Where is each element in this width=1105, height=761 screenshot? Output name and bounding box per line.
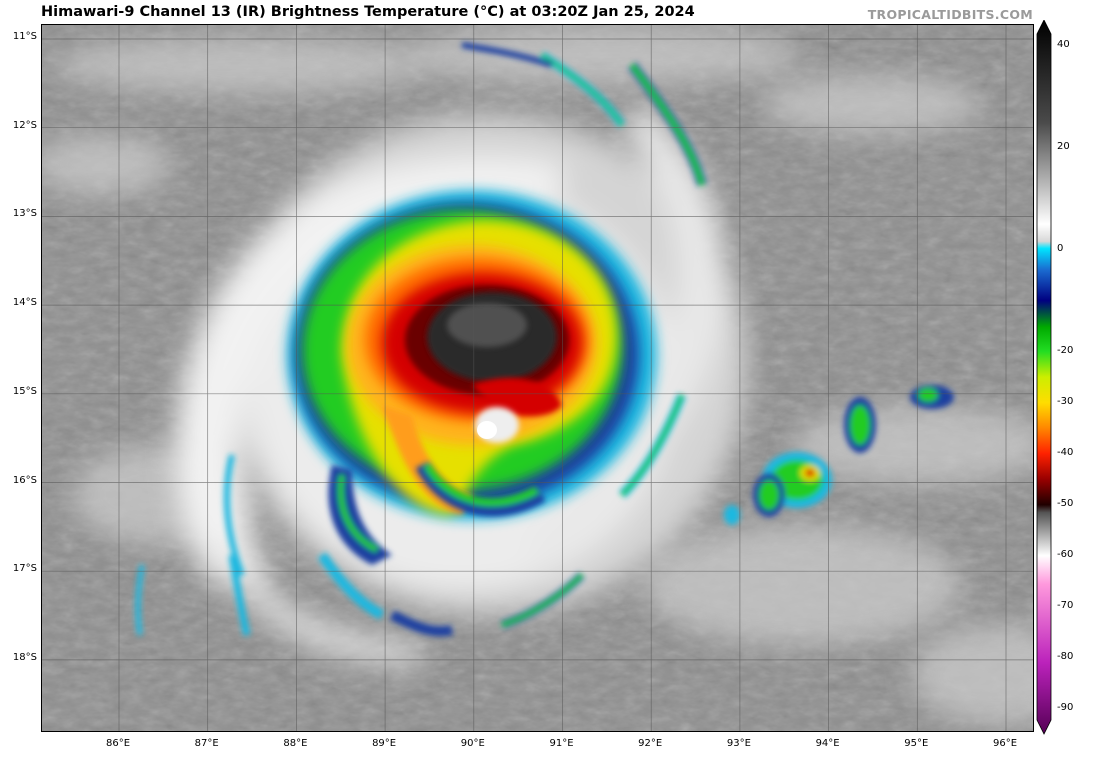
latitude-label: 17°S — [12, 563, 37, 575]
longitude-label: 88°E — [283, 738, 308, 749]
colorbar-tick-label: 20 — [1057, 140, 1070, 152]
longitude-label: 90°E — [460, 738, 485, 749]
colorbar-tick-label: -30 — [1057, 395, 1074, 407]
latitude-label: 12°S — [12, 119, 37, 131]
map-title: Himawari-9 Channel 13 (IR) Brightness Te… — [41, 4, 695, 20]
longitude-label: 93°E — [726, 738, 751, 749]
longitude-label: 89°E — [372, 738, 397, 749]
colorbar-tick-label: -90 — [1057, 701, 1074, 713]
longitude-label: 94°E — [815, 738, 840, 749]
longitude-label: 86°E — [105, 738, 131, 749]
latitude-label: 16°S — [12, 474, 37, 486]
lat-lon-grid — [42, 25, 1033, 731]
satellite-map[interactable] — [41, 24, 1034, 732]
colorbar-tick-label: 40 — [1057, 38, 1070, 50]
colorbar — [1036, 20, 1052, 735]
longitude-label: 96°E — [992, 738, 1018, 749]
longitude-label: 95°E — [904, 738, 929, 749]
latitude-label: 13°S — [12, 208, 37, 220]
colorbar-tick-label: 0 — [1057, 242, 1064, 254]
credit-watermark: TROPICALTIDBITS.COM — [867, 7, 1033, 22]
colorbar-tick-label: -40 — [1057, 446, 1074, 458]
colorbar-tick-label: -80 — [1057, 650, 1074, 662]
longitude-label: 91°E — [549, 738, 574, 749]
colorbar-tick-label: -70 — [1057, 599, 1074, 611]
latitude-label: 14°S — [12, 297, 37, 309]
convective-core — [287, 190, 657, 520]
latitude-label: 18°S — [12, 651, 37, 663]
colorbar-tick-label: -60 — [1057, 548, 1074, 560]
latitude-label: 11°S — [12, 31, 37, 42]
latitude-label: 15°S — [12, 385, 37, 397]
colorbar-tick-label: -20 — [1057, 344, 1074, 356]
outer-rainbands — [135, 42, 707, 637]
longitude-label: 87°E — [194, 738, 219, 749]
satellite-imagery — [42, 25, 1033, 731]
longitude-label: 92°E — [638, 738, 663, 749]
colorbar-tick-label: -50 — [1057, 497, 1074, 509]
isolated-convective-cells — [724, 385, 954, 525]
